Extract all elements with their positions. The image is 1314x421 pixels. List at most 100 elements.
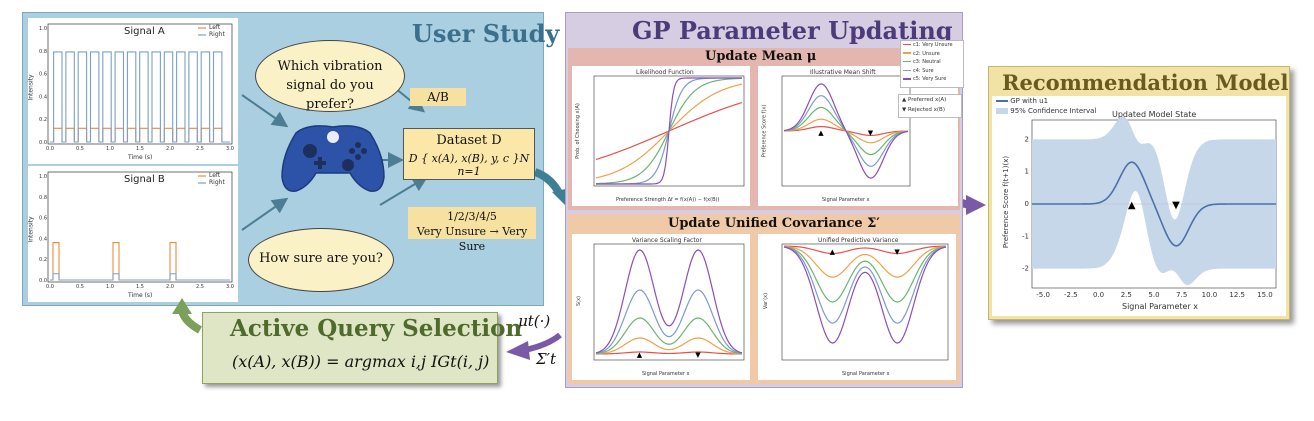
legend-label: c3: Neutral xyxy=(913,59,941,66)
preferred-marker: ▲ xyxy=(637,351,643,359)
mean-shift-xlabel: Signal Parameter x xyxy=(822,197,870,203)
arrow-signal-a-to-controller xyxy=(241,94,289,128)
question-bubble-prefer: Which vibration signal do you prefer? xyxy=(255,40,405,112)
preferred-marker: ▲ xyxy=(830,248,836,256)
confidence-band xyxy=(1032,116,1276,285)
preferred-marker: ▲ xyxy=(818,129,824,137)
tick-label: 2.5 xyxy=(1121,291,1132,299)
tick-label: 0.5 xyxy=(76,284,84,290)
tick-label: 3.0 xyxy=(226,146,234,152)
legend-swatch xyxy=(903,78,911,80)
arrow-active-to-user-head xyxy=(172,298,192,314)
ci-swatch xyxy=(996,108,1008,114)
tick-label: 0.0 xyxy=(1093,291,1104,299)
signal-b-legend-left: Left xyxy=(209,172,221,179)
unified-variance-curve xyxy=(783,245,947,278)
unified-variance-chart: ▲ ▼ xyxy=(781,243,949,361)
tick-label: 3.0 xyxy=(226,284,234,290)
dataset-title: Dataset D xyxy=(436,133,502,148)
marker-legend-preferred: Preferred x(A) xyxy=(907,97,947,103)
legend-ci: 95% Confidence Interval xyxy=(1010,107,1097,115)
tick-label: 1.0 xyxy=(39,174,47,180)
tick-label: 0.0 xyxy=(39,278,47,284)
tick-label: 0.0 xyxy=(39,140,47,146)
update-mean-title: Update Mean μ xyxy=(705,49,817,64)
mu-label: μt(·) xyxy=(518,312,551,330)
signal-a-chart: 0.0 0.5 1.0 1.5 2.0 2.5 3.0 0.0 0.2 0.4 0.6 0.8 1.0 xyxy=(39,23,234,152)
tick-label: 0.8 xyxy=(39,195,47,201)
variance-scaling-curve xyxy=(595,249,743,354)
arrow-gp-to-active xyxy=(524,332,562,353)
question-bubble-sure: How sure are you? xyxy=(248,228,394,292)
likelihood-curve xyxy=(596,77,742,185)
rejected-marker: ▼ xyxy=(1172,200,1180,211)
mean-shift-plot: ▲ ▼ Illustrative Mean Shift Signal Parame… xyxy=(758,66,958,206)
tick-label: 2.0 xyxy=(166,146,174,152)
variance-scaling-chart: ▲ ▼ xyxy=(593,243,745,361)
signal-b-plot: 0.0 0.5 1.0 1.5 2.0 2.5 3.0 0.0 0.2 0.4 0.6 0.8 1.0 … xyxy=(28,166,238,302)
likelihood-ylabel: Prob. of Choosing x(A) xyxy=(574,103,581,159)
unified-variance-plot: ▲ ▼ Unified Predictive Variance Signal Pa… xyxy=(758,234,956,380)
arrow-question-to-dataset xyxy=(394,87,426,113)
rejected-marker: ▼ xyxy=(894,248,900,256)
answer-confidence-scale: 1/2/3/4/5 xyxy=(447,210,497,223)
arrow-signal-b-to-controller xyxy=(241,197,289,231)
unified-variance-title: Unified Predictive Variance xyxy=(818,237,899,244)
gp-mean-line xyxy=(1032,161,1276,247)
update-cov-title: Update Unified Covariance Σ′ xyxy=(668,216,880,231)
answer-confidence-range: Very Unsure → Very Sure xyxy=(416,225,528,253)
dataset-box: Dataset D D { x(A), x(B), y, c }N n=1 xyxy=(403,128,535,180)
variance-scaling-title: Variance Scaling Factor xyxy=(632,237,702,244)
legend-label: c2: Unsure xyxy=(913,50,940,57)
variance-scaling-ylabel: S(x) xyxy=(576,295,583,307)
mean-shift-ylabel: Preference Score f(x) xyxy=(761,104,768,158)
marker-legend: ▲ Preferred x(A) ▼ Rejected x(B) xyxy=(898,94,962,118)
recommendation-xlabel: Signal Parameter x xyxy=(1122,302,1199,311)
tick-label: 12.5 xyxy=(1229,291,1245,299)
variance-scaling-curve xyxy=(595,289,743,354)
tick-label: 1.0 xyxy=(106,146,114,152)
unified-variance-xlabel: Signal Parameter x xyxy=(842,371,890,377)
tick-label: 2.5 xyxy=(196,146,204,152)
answer-confidence-tag: 1/2/3/4/5 Very Unsure → Very Sure xyxy=(408,207,536,253)
tick-label: 0.6 xyxy=(39,72,47,78)
variance-scaling-curve xyxy=(595,337,743,355)
legend-label: c5: Very Sure xyxy=(913,76,947,83)
confidence-legend-item: c4: Sure xyxy=(901,67,963,76)
variance-scaling-xlabel: Signal Parameter x xyxy=(642,371,690,377)
answer-ab-tag: A/B xyxy=(410,88,466,106)
tick-label: 0.0 xyxy=(46,284,54,290)
question-prefer-text: Which vibration signal do you prefer? xyxy=(277,59,383,112)
question-sure-text: How sure are you? xyxy=(259,251,383,266)
game-controller-icon xyxy=(281,125,385,192)
tick-label: 1.0 xyxy=(39,26,47,32)
confidence-legend-item: c3: Neutral xyxy=(901,58,963,67)
tick-label: 0.2 xyxy=(39,117,47,123)
signal-b-title: Signal B xyxy=(124,174,165,185)
legend-swatch xyxy=(903,43,911,46)
tick-label: 5.0 xyxy=(1148,291,1159,299)
tick-label: 7.5 xyxy=(1176,291,1187,299)
active-query-panel xyxy=(202,312,498,384)
gp-update-title: GP Parameter Updating xyxy=(632,16,953,45)
signal-b-legend-right: Right xyxy=(209,179,225,186)
active-query-formula: (x(A), x(B)) = argmax i,j IGt(i, j) xyxy=(232,352,490,371)
likelihood-chart xyxy=(593,75,745,187)
active-query-title: Active Query Selection xyxy=(230,315,523,342)
tick-label: 2 xyxy=(1025,135,1029,143)
legend-swatch xyxy=(903,69,911,72)
dataset-formula: D { x(A), x(B), y, c }N n=1 xyxy=(408,152,530,178)
variance-scaling-curve xyxy=(595,317,743,355)
likelihood-plot: Likelihood Function Preference Strength … xyxy=(572,66,750,206)
legend-gp: GP with u1 xyxy=(1010,97,1049,105)
rejected-marker: ▼ xyxy=(695,351,701,359)
confidence-legend-item: c1: Very Unsure xyxy=(901,41,963,50)
signal-trace xyxy=(50,273,230,281)
tick-label: 0.2 xyxy=(39,257,47,263)
tick-label: 10.0 xyxy=(1202,291,1218,299)
confidence-legend-item: c5: Very Sure xyxy=(901,75,963,84)
unified-variance-curve xyxy=(783,246,947,324)
signal-a-title: Signal A xyxy=(124,26,165,37)
gp-line-swatch xyxy=(996,100,1008,102)
